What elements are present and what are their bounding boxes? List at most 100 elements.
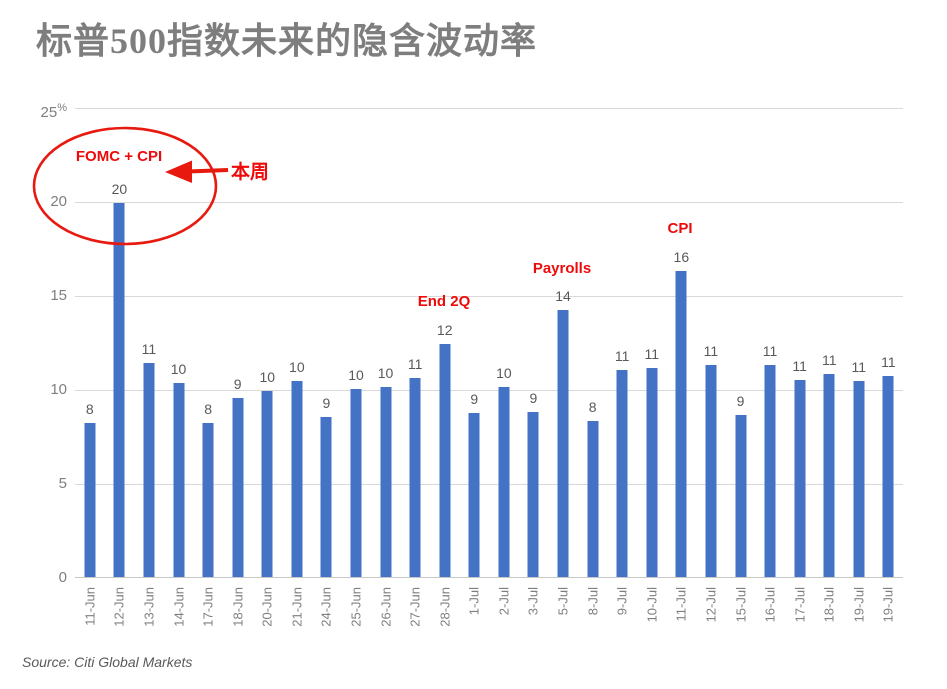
bar-column: 14 5-Jul xyxy=(548,108,578,615)
bar xyxy=(557,310,569,577)
bar-column: 11 10-Jul xyxy=(637,108,667,622)
bar xyxy=(794,380,806,577)
bar xyxy=(232,398,244,577)
bar-value-label: 8 xyxy=(204,401,212,417)
bar-value-label: 14 xyxy=(555,288,571,304)
bar-column: 9 18-Jun xyxy=(223,108,253,627)
bar-column: 11 12-Jul xyxy=(696,108,726,622)
bar xyxy=(646,368,658,577)
bar-value-label: 10 xyxy=(259,369,276,385)
bar-value-label: 8 xyxy=(588,399,597,415)
x-tick-label: 19-Jul xyxy=(851,587,867,623)
bar-column: 10 26-Jun xyxy=(371,108,401,627)
annotation-payrolls: Payrolls xyxy=(532,260,592,277)
bar-column: 9 24-Jun xyxy=(312,108,342,627)
bar-value-label: 11 xyxy=(614,348,630,364)
bar xyxy=(616,370,628,577)
plot-area: 0 5 10 15 20 25% 8 11-Jun 20 12-Jun 11 13-Jun 10 14-… xyxy=(41,102,904,627)
annotation-fomc-cpi: FOMC + CPI xyxy=(75,148,163,165)
bar xyxy=(350,389,362,577)
bar-value-label: 11 xyxy=(644,346,660,362)
bar-column: 12 28-Jun xyxy=(430,108,460,627)
annotation-this-week: 本周 xyxy=(231,162,270,183)
bar-value-label: 11 xyxy=(792,358,807,374)
x-tick-label: 16-Jul xyxy=(762,587,778,623)
x-tick-label: 12-Jun xyxy=(111,587,127,627)
annotation-cpi: CPI xyxy=(667,220,693,237)
x-tick-label: 5-Jul xyxy=(555,587,571,616)
x-tick-label: 2-Jul xyxy=(496,587,512,616)
bar xyxy=(735,415,746,577)
bar xyxy=(173,383,185,577)
bar-column: 9 3-Jul xyxy=(519,108,549,615)
bar-column: 11 17-Jul xyxy=(785,108,815,622)
bar-value-label: 9 xyxy=(736,393,745,409)
y-tick-label: 0 xyxy=(58,569,67,586)
x-tick-label: 19-Jul xyxy=(880,587,896,623)
bar-value-label: 9 xyxy=(233,376,242,392)
bar xyxy=(527,412,539,577)
x-tick-label: 8-Jul xyxy=(585,587,601,616)
bar-column: 16 11-Jul xyxy=(667,108,697,621)
y-tick-label: 15 xyxy=(50,287,67,304)
bar xyxy=(320,417,332,577)
y-tick-label: 5 xyxy=(58,475,67,492)
x-tick-label: 18-Jul xyxy=(821,587,837,623)
bar-value-label: 11 xyxy=(762,343,778,359)
bar xyxy=(468,413,480,577)
gridline xyxy=(75,484,903,485)
x-tick-label: 3-Jul xyxy=(525,587,541,616)
x-tick-label: 1-Jul xyxy=(466,587,482,616)
bar xyxy=(439,344,451,577)
annotation-end-2q: End 2Q xyxy=(417,293,471,310)
x-tick-label: 17-Jun xyxy=(200,587,216,627)
bar-value-label: 9 xyxy=(322,395,331,411)
bar-column: 11 27-Jun xyxy=(400,108,430,627)
bar-value-label: 11 xyxy=(141,341,157,357)
bar xyxy=(143,363,155,577)
gridline xyxy=(75,390,903,391)
source-note: Source: Citi Global Markets xyxy=(22,654,193,670)
bar-value-label: 16 xyxy=(673,249,690,265)
x-tick-label: 15-Jul xyxy=(733,587,748,623)
x-tick-label: 25-Jun xyxy=(348,587,364,627)
x-tick-label: 27-Jun xyxy=(407,587,423,627)
bar-value-label: 20 xyxy=(111,181,128,197)
bar xyxy=(823,374,835,577)
bar-column: 11 9-Jul xyxy=(607,108,637,615)
bar xyxy=(84,423,96,577)
bar-column: 9 15-Jul xyxy=(726,108,756,622)
bar-value-label: 9 xyxy=(470,391,479,407)
bar xyxy=(380,387,392,577)
bar-column: 10 14-Jun xyxy=(164,108,194,627)
bar xyxy=(705,365,717,577)
bar-column: 10 2-Jul xyxy=(489,108,519,615)
bar xyxy=(409,378,421,577)
x-tick-label: 17-Jul xyxy=(792,587,808,623)
bar-value-label: 9 xyxy=(529,390,538,406)
bar-column: 11 19-Jul xyxy=(844,108,874,622)
bar-column: 11 16-Jul xyxy=(755,108,785,622)
x-tick-label: 14-Jun xyxy=(171,587,187,627)
bar-value-label: 12 xyxy=(436,322,453,338)
y-tick-label: 20 xyxy=(50,193,67,210)
y-tick-label: 25% xyxy=(40,102,67,121)
bar xyxy=(498,387,510,577)
bar-column: 11 19-Jul xyxy=(874,108,904,622)
bar-column: 20 12-Jun xyxy=(105,108,135,627)
x-tick-label: 20-Jun xyxy=(259,587,275,627)
bar-value-label: 11 xyxy=(407,356,423,372)
bar xyxy=(764,365,776,577)
bar-column: 10 20-Jun xyxy=(252,108,282,627)
bar-column: 8 8-Jul xyxy=(578,108,608,615)
bar-series: 8 11-Jun 20 12-Jun 11 13-Jun 10 14-Jun 8 17-Jun 9 1… xyxy=(75,108,904,627)
bar-column: 11 18-Jul xyxy=(814,108,844,622)
bar-column: 10 21-Jun xyxy=(282,108,312,627)
bar-value-label: 10 xyxy=(348,367,364,383)
bar-value-label: 10 xyxy=(496,365,512,381)
bar xyxy=(261,391,273,577)
x-tick-label: 10-Jul xyxy=(644,587,660,623)
chart-title: 标普500指数未来的隐含波动率 xyxy=(36,21,538,61)
bar-value-label: 10 xyxy=(170,361,187,377)
